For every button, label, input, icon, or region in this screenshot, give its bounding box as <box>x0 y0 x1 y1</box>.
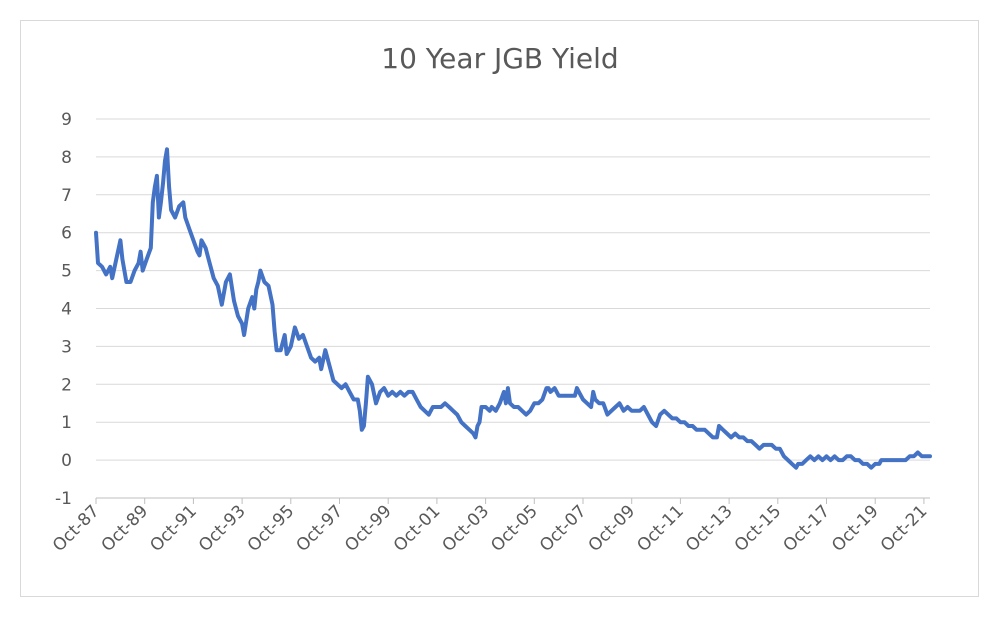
x-tick-label: Oct-01 <box>390 501 445 556</box>
x-tick-label: Oct-07 <box>536 501 591 556</box>
y-tick-label: 7 <box>61 186 72 206</box>
x-tick-label: Oct-03 <box>439 501 494 556</box>
x-tick-label: Oct-13 <box>682 501 737 556</box>
y-tick-label: 1 <box>61 413 72 433</box>
x-tick-label: Oct-19 <box>828 501 883 556</box>
x-tick-label: Oct-21 <box>877 501 932 556</box>
x-tick-label: Oct-17 <box>779 501 834 556</box>
y-tick-label: 3 <box>61 337 72 357</box>
x-tick-label: Oct-11 <box>633 501 688 556</box>
x-tick-label: Oct-93 <box>195 501 250 556</box>
y-tick-label: 4 <box>61 300 72 320</box>
x-tick-label: Oct-95 <box>244 501 299 556</box>
x-tick-label: Oct-09 <box>585 501 640 556</box>
y-tick-label: 8 <box>61 148 72 168</box>
x-tick-label: Oct-97 <box>292 501 347 556</box>
y-tick-label: 2 <box>61 375 72 395</box>
x-tick-label: Oct-91 <box>146 501 201 556</box>
y-tick-label: 0 <box>61 451 72 471</box>
y-tick-label: 5 <box>61 262 72 282</box>
x-tick-label: Oct-15 <box>731 501 786 556</box>
series-line <box>94 147 932 470</box>
y-tick-label: -1 <box>55 489 72 509</box>
x-tick-label: Oct-05 <box>487 501 542 556</box>
y-tick-label: 6 <box>61 224 72 244</box>
x-tick-label: Oct-89 <box>98 501 153 556</box>
y-tick-label: 9 <box>61 110 72 130</box>
x-tick-label: Oct-87 <box>49 501 104 556</box>
x-tick-label: Oct-99 <box>341 501 396 556</box>
chart-title: 10 Year JGB Yield <box>381 42 619 75</box>
